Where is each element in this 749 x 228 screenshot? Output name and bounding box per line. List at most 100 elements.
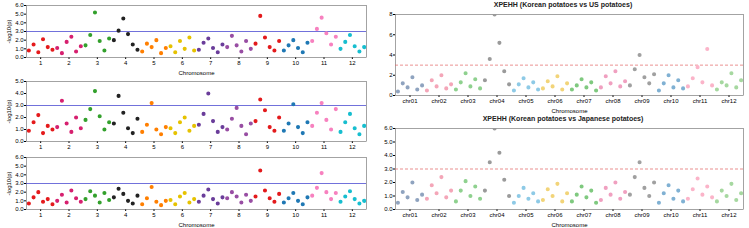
svg-text:4.0: 4.0	[15, 90, 24, 96]
svg-text:5: 5	[152, 144, 156, 150]
svg-text:chr04: chr04	[489, 212, 505, 218]
svg-text:3: 3	[96, 144, 100, 150]
svg-text:5.0: 5.0	[15, 11, 24, 17]
svg-text:chr06: chr06	[547, 212, 563, 218]
svg-text:chr03: chr03	[460, 212, 476, 218]
svg-text:chr12: chr12	[721, 212, 737, 218]
svg-text:2: 2	[389, 72, 393, 78]
svg-text:1: 1	[39, 144, 43, 150]
svg-text:1.0: 1.0	[15, 198, 24, 204]
svg-text:4.0: 4.0	[384, 152, 393, 158]
svg-text:10: 10	[292, 212, 299, 218]
svg-text:Chromosome: Chromosome	[178, 70, 215, 76]
svg-text:0.0: 0.0	[15, 138, 24, 144]
svg-text:5: 5	[152, 212, 156, 218]
svg-text:1.0: 1.0	[15, 46, 24, 52]
svg-text:chr05: chr05	[518, 212, 534, 218]
svg-text:8: 8	[389, 11, 393, 17]
svg-text:3.0: 3.0	[384, 166, 393, 172]
svg-text:chr08: chr08	[605, 98, 621, 104]
svg-text:0.0: 0.0	[384, 206, 393, 212]
svg-text:6: 6	[181, 144, 185, 150]
svg-text:chr05: chr05	[518, 98, 534, 104]
svg-text:2.0: 2.0	[15, 114, 24, 120]
svg-text:3.0: 3.0	[15, 180, 24, 186]
svg-text:3.0: 3.0	[15, 28, 24, 34]
svg-text:chr08: chr08	[605, 212, 621, 218]
svg-text:4: 4	[124, 144, 128, 150]
svg-text:2.0: 2.0	[384, 179, 393, 185]
svg-text:Chromosome: Chromosome	[178, 222, 215, 228]
svg-text:5.0: 5.0	[15, 163, 24, 169]
svg-text:chr04: chr04	[489, 98, 505, 104]
svg-text:9: 9	[266, 60, 270, 66]
svg-text:5: 5	[152, 60, 156, 66]
svg-text:5.0: 5.0	[15, 78, 24, 84]
svg-text:chr09: chr09	[634, 98, 650, 104]
svg-text:chr10: chr10	[663, 98, 679, 104]
svg-text:1.0: 1.0	[384, 193, 393, 199]
svg-text:10: 10	[292, 144, 299, 150]
svg-text:8: 8	[237, 212, 241, 218]
svg-text:6: 6	[389, 32, 393, 38]
svg-text:chr07: chr07	[576, 212, 592, 218]
svg-text:chr02: chr02	[431, 212, 447, 218]
svg-text:2: 2	[67, 60, 71, 66]
svg-text:2.0: 2.0	[15, 37, 24, 43]
svg-text:7: 7	[209, 212, 213, 218]
svg-text:0.0: 0.0	[15, 54, 24, 60]
svg-text:5.0: 5.0	[384, 139, 393, 145]
svg-text:12: 12	[349, 212, 356, 218]
svg-text:8: 8	[237, 60, 241, 66]
svg-text:12: 12	[349, 60, 356, 66]
svg-text:4: 4	[124, 212, 128, 218]
svg-text:3: 3	[96, 60, 100, 66]
svg-text:2: 2	[67, 212, 71, 218]
svg-text:0.0: 0.0	[15, 206, 24, 212]
svg-text:4.0: 4.0	[15, 172, 24, 178]
svg-text:12: 12	[349, 144, 356, 150]
svg-text:Chromosome: Chromosome	[551, 222, 588, 228]
svg-text:2: 2	[67, 144, 71, 150]
svg-text:-log10(p): -log10(p)	[6, 171, 12, 195]
svg-text:6.0: 6.0	[384, 125, 393, 131]
svg-text:4: 4	[389, 52, 393, 58]
svg-text:-log10(p): -log10(p)	[6, 19, 12, 43]
svg-text:6.0: 6.0	[15, 154, 24, 160]
svg-text:chr06: chr06	[547, 98, 563, 104]
svg-text:11: 11	[321, 212, 328, 218]
svg-text:chr07: chr07	[576, 98, 592, 104]
svg-text:4: 4	[124, 60, 128, 66]
svg-text:11: 11	[321, 144, 328, 150]
svg-text:6: 6	[181, 60, 185, 66]
svg-text:11: 11	[321, 60, 328, 66]
svg-text:0: 0	[389, 92, 393, 98]
svg-text:chr12: chr12	[721, 98, 737, 104]
svg-text:chr01: chr01	[402, 212, 418, 218]
svg-text:8: 8	[237, 144, 241, 150]
svg-text:6.0: 6.0	[15, 2, 24, 8]
svg-text:chr10: chr10	[663, 212, 679, 218]
svg-text:3.0: 3.0	[15, 102, 24, 108]
svg-text:chr03: chr03	[460, 98, 476, 104]
html-text:XPEHH (Korean potatoes vs US p: XPEHH (Korean potatoes vs US potatoes)	[493, 1, 633, 8]
svg-text:6: 6	[181, 212, 185, 218]
svg-text:7: 7	[209, 60, 213, 66]
svg-text:10: 10	[292, 60, 299, 66]
svg-text:chr02: chr02	[431, 98, 447, 104]
svg-text:chr09: chr09	[634, 212, 650, 218]
svg-text:7: 7	[209, 144, 213, 150]
svg-text:9: 9	[266, 144, 270, 150]
svg-text:Chromosome: Chromosome	[551, 108, 588, 114]
svg-text:2.0: 2.0	[15, 189, 24, 195]
svg-text:9: 9	[266, 212, 270, 218]
svg-text:1: 1	[39, 60, 43, 66]
svg-text:4.0: 4.0	[15, 20, 24, 26]
svg-text:chr11: chr11	[693, 98, 708, 104]
svg-text:1.0: 1.0	[15, 126, 24, 132]
svg-text:chr11: chr11	[693, 212, 708, 218]
svg-text:-log10(p): -log10(p)	[6, 99, 12, 123]
svg-text:3: 3	[96, 212, 100, 218]
svg-text:chr01: chr01	[402, 98, 418, 104]
svg-text:1: 1	[39, 212, 43, 218]
